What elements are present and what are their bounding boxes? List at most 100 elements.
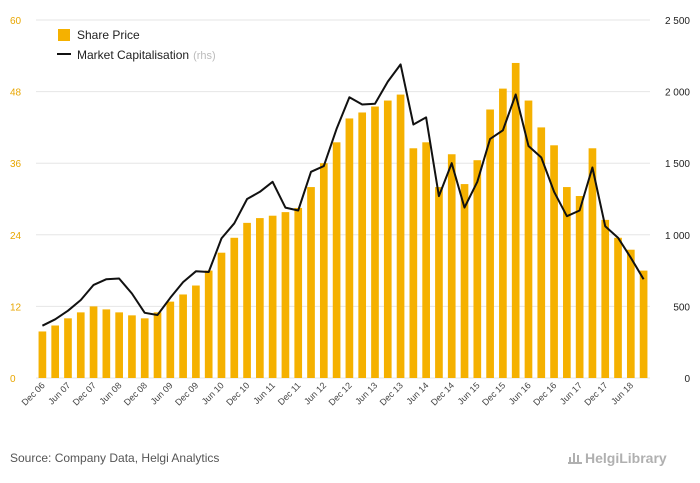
- x-tick-label: Dec 13: [378, 380, 405, 407]
- legend-market-cap-suffix: (rhs): [193, 50, 216, 62]
- share-price-bar: [460, 184, 469, 378]
- share-price-bar: [153, 312, 162, 378]
- market-cap-line: [41, 63, 645, 327]
- share-price-bar: [511, 62, 520, 379]
- share-price-bar: [588, 148, 597, 378]
- logo-text: HelgiLibrary: [585, 450, 667, 466]
- legend-label-market-cap: Market Capitalisation (rhs): [77, 48, 216, 62]
- share-price-bar: [473, 160, 482, 378]
- x-tick-label: Jun 16: [507, 380, 533, 406]
- share-price-bar: [38, 331, 47, 378]
- share-price-bar: [319, 163, 328, 378]
- y-left-tick-label: 60: [10, 16, 22, 27]
- share-price-bar: [51, 325, 60, 378]
- legend-market-cap-text: Market Capitalisation: [77, 48, 189, 62]
- x-tick-label: Jun 12: [302, 380, 328, 406]
- chart-area: 0 12 24 36 48 60 0 500 1 000 1 500 2 000 2 500 Dec…: [10, 16, 690, 408]
- share-price-bar: [76, 312, 85, 378]
- share-price-bar: [396, 94, 405, 378]
- share-price-bar: [447, 154, 456, 378]
- bar-chart-icon: [568, 450, 582, 464]
- share-price-bars: [38, 62, 648, 379]
- share-price-bar: [179, 294, 187, 378]
- y-right-tick-label: 1 500: [665, 159, 690, 170]
- share-price-bar: [192, 285, 200, 378]
- share-price-bar: [294, 207, 303, 378]
- x-tick-label: Dec 16: [531, 380, 558, 407]
- share-price-bar: [639, 270, 648, 378]
- x-tick-label: Dec 15: [480, 380, 507, 407]
- helgi-library-logo: HelgiLibrary: [568, 449, 667, 466]
- y-right-tick-label: 0: [684, 374, 690, 385]
- x-tick-label: Dec 10: [224, 380, 251, 407]
- share-price-bar: [550, 145, 558, 378]
- y-left-tick-label: 0: [10, 374, 16, 385]
- legend: Share Price Market Capitalisation (rhs): [57, 28, 216, 62]
- share-price-bar: [256, 218, 264, 378]
- x-tick-label: Dec 07: [71, 380, 98, 407]
- share-price-bar: [435, 187, 443, 378]
- share-price-bar: [601, 219, 610, 378]
- x-tick-label: Jun 13: [353, 380, 379, 406]
- share-price-bar: [102, 309, 111, 378]
- share-price-bar: [332, 142, 341, 378]
- share-price-bar: [204, 270, 213, 378]
- share-price-bar: [563, 187, 571, 378]
- x-tick-label: Dec 12: [327, 380, 354, 407]
- source-note: Source: Company Data, Helgi Analytics: [10, 451, 220, 465]
- y-left-tick-label: 48: [10, 88, 22, 99]
- x-tick-label: Dec 06: [20, 380, 47, 407]
- share-price-bar: [268, 215, 277, 378]
- x-tick-label: Dec 17: [582, 380, 609, 407]
- y-right-tick-label: 2 500: [665, 16, 690, 27]
- share-price-bar: [281, 212, 290, 378]
- share-price-bar: [537, 127, 546, 379]
- x-tick-label: Jun 09: [149, 380, 175, 406]
- x-tick-label: Dec 09: [173, 380, 200, 407]
- y-left-axis: 0 12 24 36 48 60: [10, 16, 22, 385]
- share-price-bar: [217, 252, 226, 378]
- y-right-axis: 0 500 1 000 1 500 2 000 2 500: [665, 16, 690, 385]
- y-right-tick-label: 2 000: [665, 88, 690, 99]
- share-price-bar: [243, 222, 251, 378]
- share-price-bar: [524, 100, 533, 379]
- share-price-bar: [499, 88, 507, 378]
- share-price-bar: [409, 148, 418, 378]
- share-price-bar: [614, 237, 622, 378]
- share-price-bar: [230, 237, 239, 378]
- y-right-tick-label: 1 000: [665, 231, 690, 242]
- share-price-bar: [575, 196, 584, 378]
- share-price-bar: [166, 301, 175, 378]
- share-price-bar: [140, 318, 149, 378]
- share-price-bar: [345, 118, 354, 378]
- x-tick-label: Jun 07: [46, 380, 72, 406]
- x-tick-label: Jun 11: [251, 380, 277, 406]
- y-left-tick-label: 36: [10, 159, 22, 170]
- x-tick-label: Jun 10: [200, 380, 226, 406]
- share-price-bar: [422, 142, 430, 378]
- x-tick-label: Dec 14: [429, 380, 456, 407]
- x-tick-label: Jun 08: [97, 380, 123, 406]
- share-price-bar: [89, 306, 98, 378]
- legend-label-share-price: Share Price: [77, 28, 140, 42]
- share-price-bar: [128, 315, 136, 378]
- y-left-tick-label: 24: [10, 231, 22, 242]
- x-tick-label: Jun 14: [404, 380, 430, 406]
- share-price-bar: [383, 100, 392, 379]
- x-tick-label: Dec 08: [122, 380, 149, 407]
- share-price-bar: [486, 109, 494, 378]
- y-left-tick-label: 12: [10, 302, 22, 313]
- legend-swatch-share-price: [58, 29, 70, 41]
- share-price-bar: [64, 318, 72, 378]
- share-price-bar: [115, 312, 123, 378]
- x-tick-label: Jun 17: [558, 380, 584, 406]
- share-price-bar: [307, 187, 315, 378]
- share-price-bar: [626, 249, 635, 378]
- y-right-tick-label: 500: [673, 302, 690, 313]
- share-price-bar: [371, 106, 379, 379]
- share-price-bar: [358, 112, 367, 378]
- x-tick-label: Dec 11: [276, 380, 303, 407]
- x-tick-label: Jun 18: [609, 380, 635, 406]
- x-tick-label: Jun 15: [456, 380, 482, 406]
